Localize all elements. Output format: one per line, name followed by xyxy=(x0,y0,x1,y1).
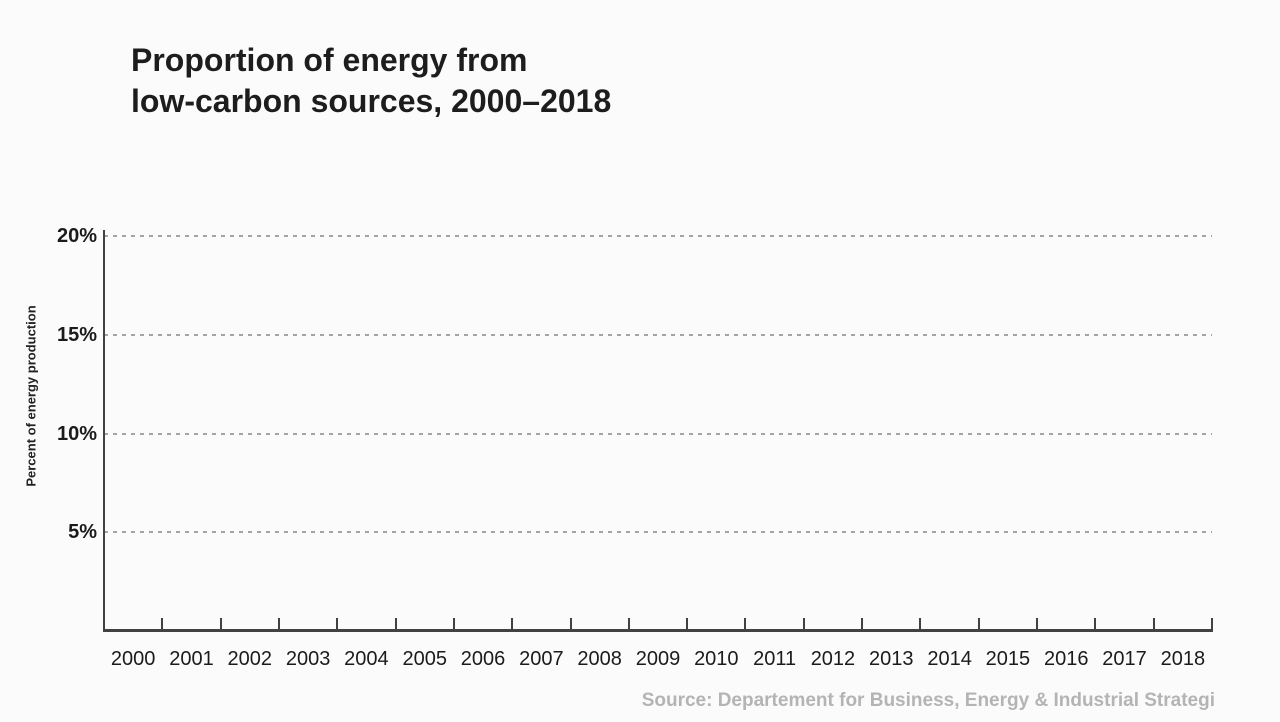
x-tick xyxy=(336,618,339,629)
x-tick xyxy=(1094,618,1097,629)
x-tick xyxy=(744,618,747,629)
gridline xyxy=(104,432,1212,435)
x-tick-label: 2003 xyxy=(285,648,331,670)
y-tick-label: 5% xyxy=(68,521,97,544)
x-tick xyxy=(802,618,805,629)
x-tick-label: 2012 xyxy=(810,648,856,670)
gridline xyxy=(104,531,1212,534)
x-tick-label: 2006 xyxy=(460,648,506,670)
x-tick-label: 2017 xyxy=(1102,648,1147,670)
x-tick xyxy=(686,618,689,629)
x-tick-label: 2004 xyxy=(344,648,389,670)
x-tick-label: 2001 xyxy=(169,648,214,670)
x-tick xyxy=(161,618,164,629)
x-tick xyxy=(977,618,980,629)
x-tick-label: 2015 xyxy=(985,648,1031,670)
x-tick-label: 2005 xyxy=(402,648,447,670)
x-tick xyxy=(569,618,572,629)
x-tick xyxy=(452,618,455,629)
source-attribution: Source: Departement for Business, Energy… xyxy=(641,690,1215,711)
x-tick-label: 2011 xyxy=(753,648,797,670)
x-tick xyxy=(1036,618,1039,629)
x-tick-label: 2013 xyxy=(869,648,914,670)
chart-title-line-2: low-carbon sources, 2000–2018 xyxy=(131,83,612,119)
y-tick-label: 10% xyxy=(56,422,97,445)
x-tick-label: 2002 xyxy=(227,648,273,670)
x-tick-label: 2018 xyxy=(1160,648,1206,670)
x-tick xyxy=(394,618,397,629)
x-tick xyxy=(919,618,922,629)
chart-title-line-1: Proportion of energy from xyxy=(131,42,528,78)
x-tick-label: 2016 xyxy=(1043,648,1089,670)
chart-title: Proportion of energy from low-carbon sou… xyxy=(131,40,611,122)
x-tick-label: 2008 xyxy=(577,648,622,670)
x-tick xyxy=(861,618,864,629)
gridline xyxy=(104,235,1212,237)
gridline xyxy=(104,333,1212,336)
x-tick xyxy=(103,618,105,629)
x-tick xyxy=(1152,618,1155,629)
x-tick-label: 2007 xyxy=(519,648,564,670)
x-tick-label: 2009 xyxy=(635,648,681,670)
x-tick xyxy=(511,618,514,629)
y-tick-label: 15% xyxy=(56,323,97,346)
x-tick-label: 2014 xyxy=(927,648,972,670)
x-axis-line xyxy=(103,629,1213,632)
x-tick xyxy=(277,618,280,629)
x-tick xyxy=(627,618,630,629)
y-axis-line xyxy=(103,230,105,631)
x-tick xyxy=(1211,618,1213,629)
y-tick-label: 20% xyxy=(56,225,97,247)
x-tick-label: 2010 xyxy=(694,648,739,670)
x-tick-label: 2000 xyxy=(110,648,156,670)
x-tick xyxy=(219,618,222,629)
